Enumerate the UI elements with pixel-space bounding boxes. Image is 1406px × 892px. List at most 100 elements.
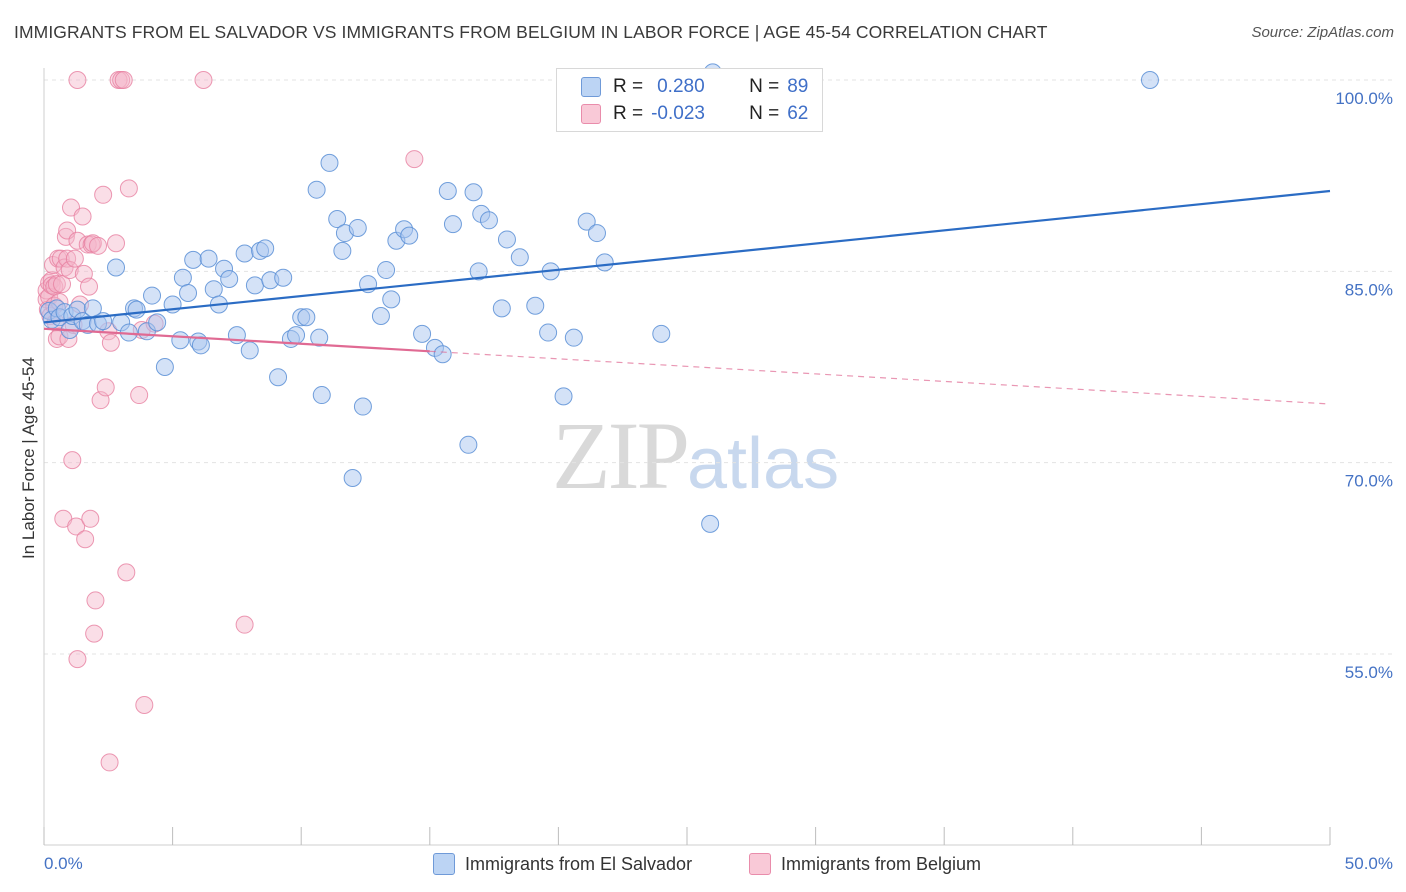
- el-salvador-point: [199, 249, 218, 268]
- belgium-trend-line-dashed: [429, 350, 1331, 405]
- grid-lines: [44, 79, 1394, 655]
- el-salvador-point: [371, 306, 390, 325]
- el-salvador-point: [652, 324, 671, 343]
- bottom-legend-swatch-pink: [749, 853, 771, 875]
- el-salvador-point: [127, 300, 146, 319]
- el-salvador-point: [492, 299, 511, 318]
- belgium-point: [235, 615, 254, 634]
- el-salvador-point: [297, 308, 316, 327]
- bottom-legend-el-salvador: Immigrants from El Salvador: [433, 852, 692, 876]
- el-salvador-point: [469, 262, 488, 281]
- el-salvador-point: [179, 284, 198, 303]
- el-salvador-points: [40, 63, 1159, 533]
- watermark: ZIPatlas: [552, 400, 839, 511]
- belgium-point: [194, 71, 213, 89]
- el-salvador-point: [220, 269, 239, 288]
- el-salvador-point: [554, 387, 573, 406]
- belgium-point: [405, 150, 424, 169]
- el-salvador-point: [510, 248, 529, 267]
- el-salvador-point: [701, 514, 720, 533]
- axes: [43, 68, 1331, 846]
- el-salvador-point: [310, 328, 329, 347]
- el-salvador-point: [312, 386, 331, 405]
- belgium-point: [67, 517, 86, 536]
- el-salvador-point: [464, 183, 483, 202]
- el-salvador-point: [191, 336, 210, 355]
- belgium-point: [65, 249, 84, 268]
- el-salvador-point: [400, 226, 419, 245]
- legend-n-value: 62: [787, 103, 809, 124]
- belgium-point: [119, 179, 138, 198]
- chart-title: IMMIGRANTS FROM EL SALVADOR VS IMMIGRANT…: [14, 22, 1048, 42]
- el-salvador-point: [184, 250, 203, 269]
- belgium-point: [76, 530, 95, 549]
- el-salvador-point: [479, 211, 498, 230]
- el-salvador-point: [320, 153, 339, 172]
- belgium-point: [135, 696, 154, 715]
- belgium-point: [68, 231, 87, 250]
- belgium-point: [56, 227, 75, 246]
- bottom-legend-swatch-blue: [433, 853, 455, 875]
- legend-n-label: N =: [749, 76, 780, 97]
- el-salvador-point: [433, 345, 452, 364]
- el-salvador-point: [307, 180, 326, 199]
- legend-r-label: R =: [613, 76, 644, 97]
- el-salvador-point: [333, 241, 352, 260]
- el-salvador-point: [353, 397, 372, 416]
- el-salvador-point: [377, 261, 396, 280]
- el-salvador-point: [256, 239, 275, 258]
- el-salvador-point: [240, 341, 259, 360]
- el-salvador-point: [235, 244, 254, 263]
- el-salvador-point: [204, 280, 223, 299]
- legend-n-value: 89: [787, 76, 809, 97]
- belgium-point: [80, 277, 99, 296]
- el-salvador-point: [497, 230, 516, 249]
- belgium-point: [82, 235, 101, 254]
- bottom-legend-belgium: Immigrants from Belgium: [749, 852, 981, 876]
- y-axis-title: In Labor Force | Age 45-54: [19, 357, 38, 559]
- belgium-point: [85, 624, 104, 643]
- y-tick-label: 55.0%: [1345, 663, 1393, 682]
- belgium-point: [81, 509, 100, 528]
- legend-swatch-pink: [581, 104, 601, 124]
- el-salvador-point: [526, 296, 545, 315]
- bottom-legend-label: Immigrants from Belgium: [781, 853, 982, 874]
- el-salvador-point: [539, 323, 558, 342]
- el-salvador-point: [343, 468, 362, 487]
- belgium-point: [63, 451, 82, 470]
- belgium-point: [68, 71, 87, 89]
- tick-labels: 55.0% 70.0% 85.0% 100.0% 0.0% 50.0%: [44, 89, 1393, 873]
- el-salvador-point: [348, 218, 367, 237]
- watermark-zip: ZIP: [552, 402, 690, 509]
- el-salvador-point: [595, 253, 614, 272]
- belgium-point: [60, 261, 79, 280]
- chart-source: Source: ZipAtlas.com: [1251, 24, 1394, 41]
- el-salvador-point: [438, 181, 457, 200]
- el-salvador-point: [413, 324, 432, 343]
- belgium-point: [68, 650, 87, 669]
- belgium-point: [130, 386, 149, 405]
- bottom-legend-label: Immigrants from El Salvador: [465, 853, 693, 874]
- belgium-point: [73, 207, 92, 226]
- el-salvador-point: [443, 215, 462, 234]
- belgium-trend-line-solid: [43, 327, 430, 353]
- watermark-atlas: atlas: [687, 424, 840, 504]
- el-salvador-point: [173, 268, 192, 287]
- el-salvador-point: [245, 276, 264, 295]
- el-salvador-point: [587, 224, 606, 243]
- x-tick-label-min: 0.0%: [44, 854, 83, 873]
- y-tick-label: 100.0%: [1335, 89, 1393, 108]
- belgium-point: [94, 185, 113, 204]
- legend-row-belgium: R = -0.023 N = 62: [581, 101, 808, 127]
- el-salvador-point: [171, 331, 190, 350]
- correlation-legend: R = 0.280 N = 89 R = -0.023 N = 62: [556, 68, 823, 132]
- belgium-point: [107, 234, 126, 253]
- el-salvador-point: [459, 435, 478, 454]
- belgium-point: [114, 71, 133, 89]
- legend-r-value: -0.023: [651, 103, 705, 124]
- belgium-point: [96, 378, 115, 397]
- belgium-point: [100, 753, 119, 772]
- el-salvador-point: [382, 290, 401, 309]
- belgium-point: [86, 591, 105, 610]
